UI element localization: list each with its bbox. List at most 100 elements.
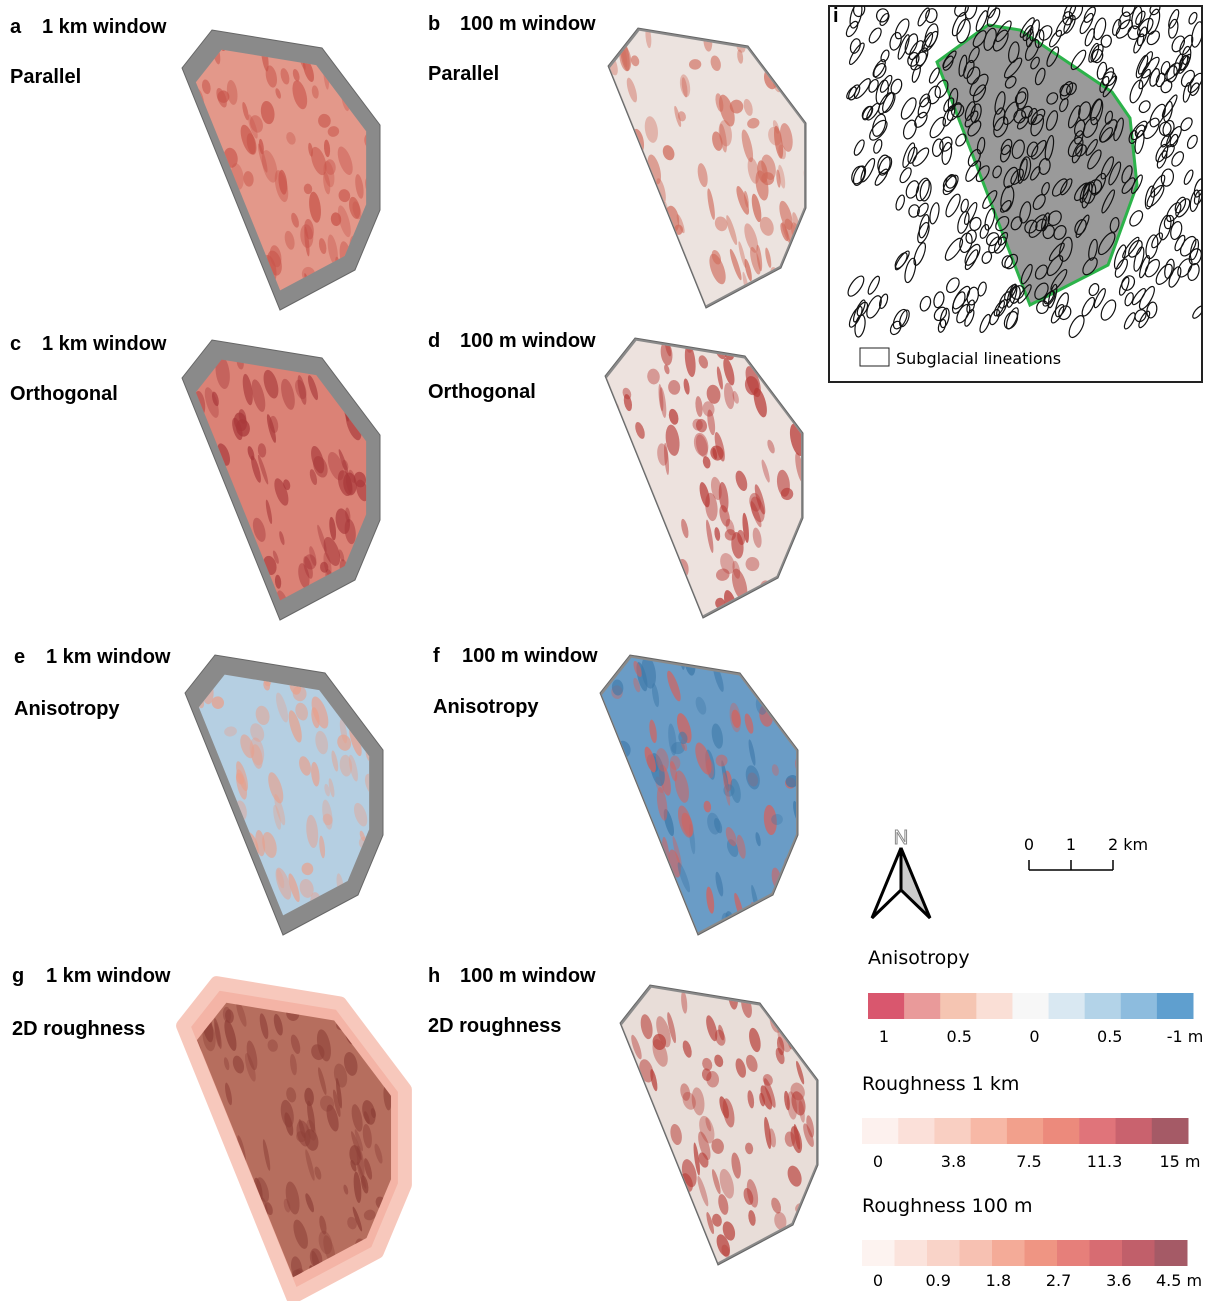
texture-mark xyxy=(694,1227,704,1241)
texture-mark xyxy=(657,888,678,923)
texture-mark xyxy=(606,173,615,196)
texture-mark xyxy=(624,154,637,183)
map xyxy=(601,327,810,630)
texture-mark xyxy=(637,564,646,595)
texture-mark xyxy=(177,280,186,296)
panel-metric: Anisotropy xyxy=(14,698,120,720)
texture-mark xyxy=(347,595,357,609)
texture-mark xyxy=(675,268,690,296)
panel-window: 1 km window xyxy=(42,16,167,38)
texture-mark xyxy=(624,895,638,916)
texture-mark xyxy=(358,36,369,55)
texture-mark xyxy=(790,1231,807,1260)
texture-mark xyxy=(697,22,706,35)
texture-mark xyxy=(235,910,242,934)
legend-label: 11.3 xyxy=(1087,1152,1123,1171)
scale-label: 1 xyxy=(1066,835,1076,854)
texture-mark xyxy=(628,501,644,526)
texture-mark xyxy=(794,23,803,54)
legend-swatch xyxy=(960,1240,993,1266)
legend-swatch xyxy=(898,1118,935,1144)
legend-swatch xyxy=(860,348,889,366)
panel-metric: 2D roughness xyxy=(12,1018,145,1040)
texture-mark xyxy=(638,550,653,566)
legend-label: 3.8 xyxy=(941,1152,966,1171)
texture-mark xyxy=(630,477,642,511)
texture-mark xyxy=(315,291,332,319)
texture-mark xyxy=(206,282,218,297)
texture-mark xyxy=(798,383,810,405)
legend-label: 0.9 xyxy=(925,1271,950,1290)
legend-label: 2.7 xyxy=(1046,1271,1071,1290)
texture-mark xyxy=(358,645,366,673)
texture-mark xyxy=(194,531,211,554)
legend-swatch xyxy=(868,993,905,1019)
texture-mark xyxy=(220,886,233,901)
texture-mark xyxy=(634,486,649,515)
texture-mark xyxy=(610,142,622,154)
texture-mark xyxy=(686,298,694,310)
texture-mark xyxy=(194,1124,210,1149)
legend-label: 1 xyxy=(879,1027,889,1046)
texture-mark xyxy=(659,605,669,630)
texture-mark xyxy=(349,46,367,79)
texture-mark xyxy=(179,876,198,911)
map xyxy=(595,641,802,947)
legend-swatch xyxy=(1043,1118,1080,1144)
texture-mark xyxy=(371,359,385,384)
texture-mark xyxy=(806,979,813,992)
panel-metric: Parallel xyxy=(428,63,499,85)
texture-mark xyxy=(202,454,208,465)
texture-mark xyxy=(604,451,620,478)
scale-bar xyxy=(1029,860,1113,870)
texture-mark xyxy=(207,537,221,570)
panel-letter: c xyxy=(10,333,21,355)
texture-mark xyxy=(803,981,818,1008)
legend-swatch xyxy=(1090,1240,1123,1266)
texture-mark xyxy=(777,55,788,75)
texture-mark xyxy=(208,560,226,594)
texture-mark xyxy=(184,231,201,260)
texture-mark xyxy=(674,1201,687,1224)
texture-mark xyxy=(378,1010,398,1040)
legend-label: 15 m xyxy=(1159,1152,1200,1171)
legend-label: -1 m xyxy=(1167,1027,1204,1046)
texture-mark xyxy=(338,352,348,370)
texture-mark xyxy=(778,691,792,712)
texture-mark xyxy=(232,898,247,911)
texture-mark xyxy=(783,257,797,277)
texture-mark xyxy=(798,69,810,101)
texture-mark xyxy=(764,289,779,303)
legend-swatch xyxy=(1057,1240,1090,1266)
panel-letter: f xyxy=(433,645,440,667)
texture-mark xyxy=(697,641,706,670)
texture-mark xyxy=(197,773,213,797)
texture-mark xyxy=(343,670,357,691)
texture-mark xyxy=(632,1231,650,1259)
texture-mark xyxy=(791,903,802,932)
raster xyxy=(607,341,801,615)
texture-mark xyxy=(777,579,790,611)
texture-mark xyxy=(607,492,623,515)
texture-mark xyxy=(347,374,358,392)
texture-mark xyxy=(779,353,798,379)
texture-mark xyxy=(194,138,201,150)
legend-label: 0.5 xyxy=(1097,1027,1122,1046)
texture-mark xyxy=(674,1195,692,1217)
texture-mark xyxy=(647,282,665,311)
texture-mark xyxy=(611,531,623,549)
texture-mark xyxy=(367,917,377,928)
panel-window: 100 m window xyxy=(460,13,596,35)
texture-mark xyxy=(601,485,616,504)
legend-swatch xyxy=(1007,1118,1044,1144)
texture-mark xyxy=(635,1221,654,1249)
texture-mark xyxy=(607,129,623,162)
legend-label: 3.6 xyxy=(1106,1271,1131,1290)
texture-mark xyxy=(218,224,228,241)
map xyxy=(600,12,812,317)
texture-mark xyxy=(631,1175,643,1196)
legend-swatch xyxy=(940,993,977,1019)
texture-mark xyxy=(256,601,267,617)
texture-mark xyxy=(361,560,382,594)
texture-mark xyxy=(622,1071,640,1102)
